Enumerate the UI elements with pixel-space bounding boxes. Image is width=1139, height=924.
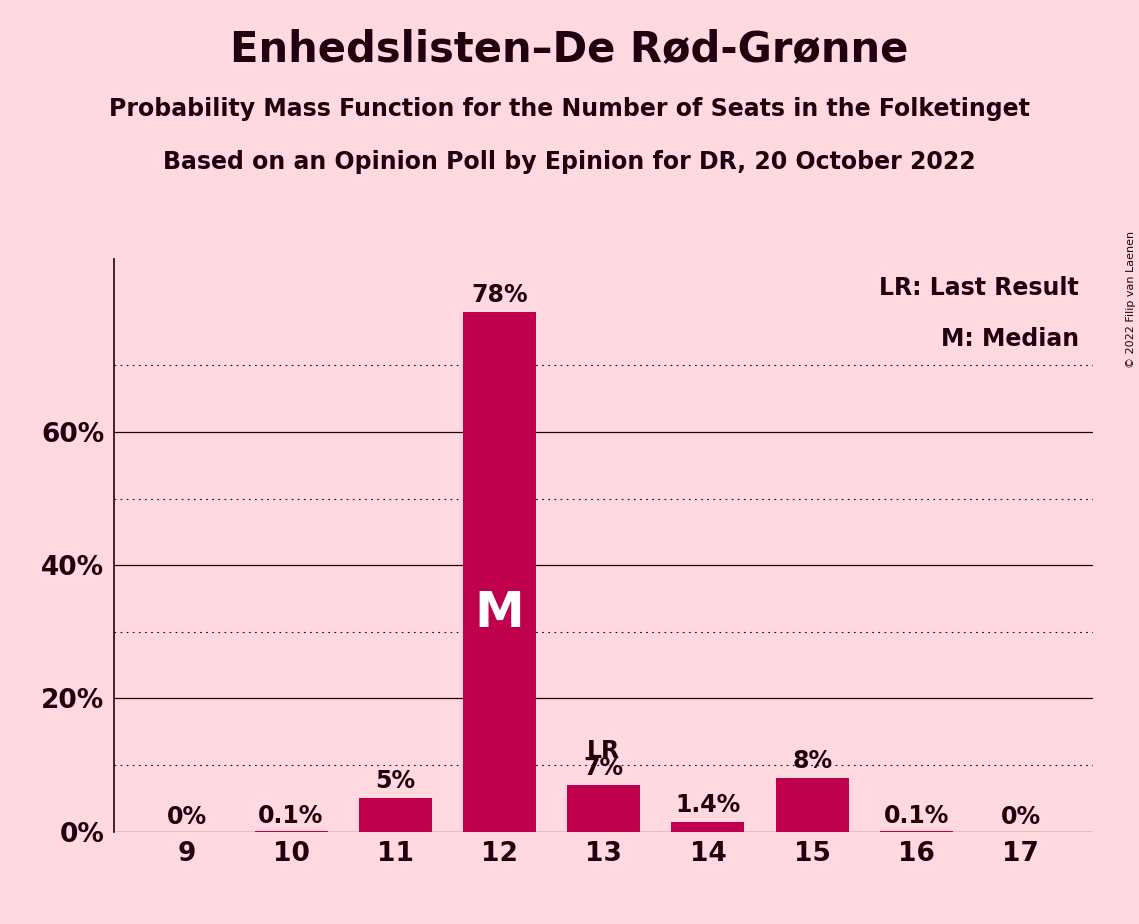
Bar	[776, 778, 849, 832]
Text: LR: LR	[587, 739, 621, 763]
Text: 78%: 78%	[472, 283, 527, 307]
Bar	[567, 785, 640, 832]
Text: 0.1%: 0.1%	[884, 804, 949, 828]
Bar	[359, 798, 432, 832]
Bar	[462, 312, 536, 832]
Text: © 2022 Filip van Laenen: © 2022 Filip van Laenen	[1126, 231, 1136, 368]
Text: 0%: 0%	[166, 805, 207, 829]
Text: 0.1%: 0.1%	[259, 804, 323, 828]
Text: 1.4%: 1.4%	[675, 793, 740, 817]
Text: 7%: 7%	[583, 756, 624, 780]
Text: LR: Last Result: LR: Last Result	[879, 276, 1079, 300]
Text: Probability Mass Function for the Number of Seats in the Folketinget: Probability Mass Function for the Number…	[109, 97, 1030, 121]
Text: M: Median: M: Median	[941, 327, 1079, 351]
Text: M: M	[475, 590, 524, 638]
Text: 5%: 5%	[375, 769, 416, 793]
Text: Enhedslisten–De Rød-Grønne: Enhedslisten–De Rød-Grønne	[230, 28, 909, 69]
Bar	[671, 822, 745, 832]
Text: 8%: 8%	[792, 749, 833, 773]
Text: Based on an Opinion Poll by Epinion for DR, 20 October 2022: Based on an Opinion Poll by Epinion for …	[163, 150, 976, 174]
Text: 0%: 0%	[1000, 805, 1041, 829]
